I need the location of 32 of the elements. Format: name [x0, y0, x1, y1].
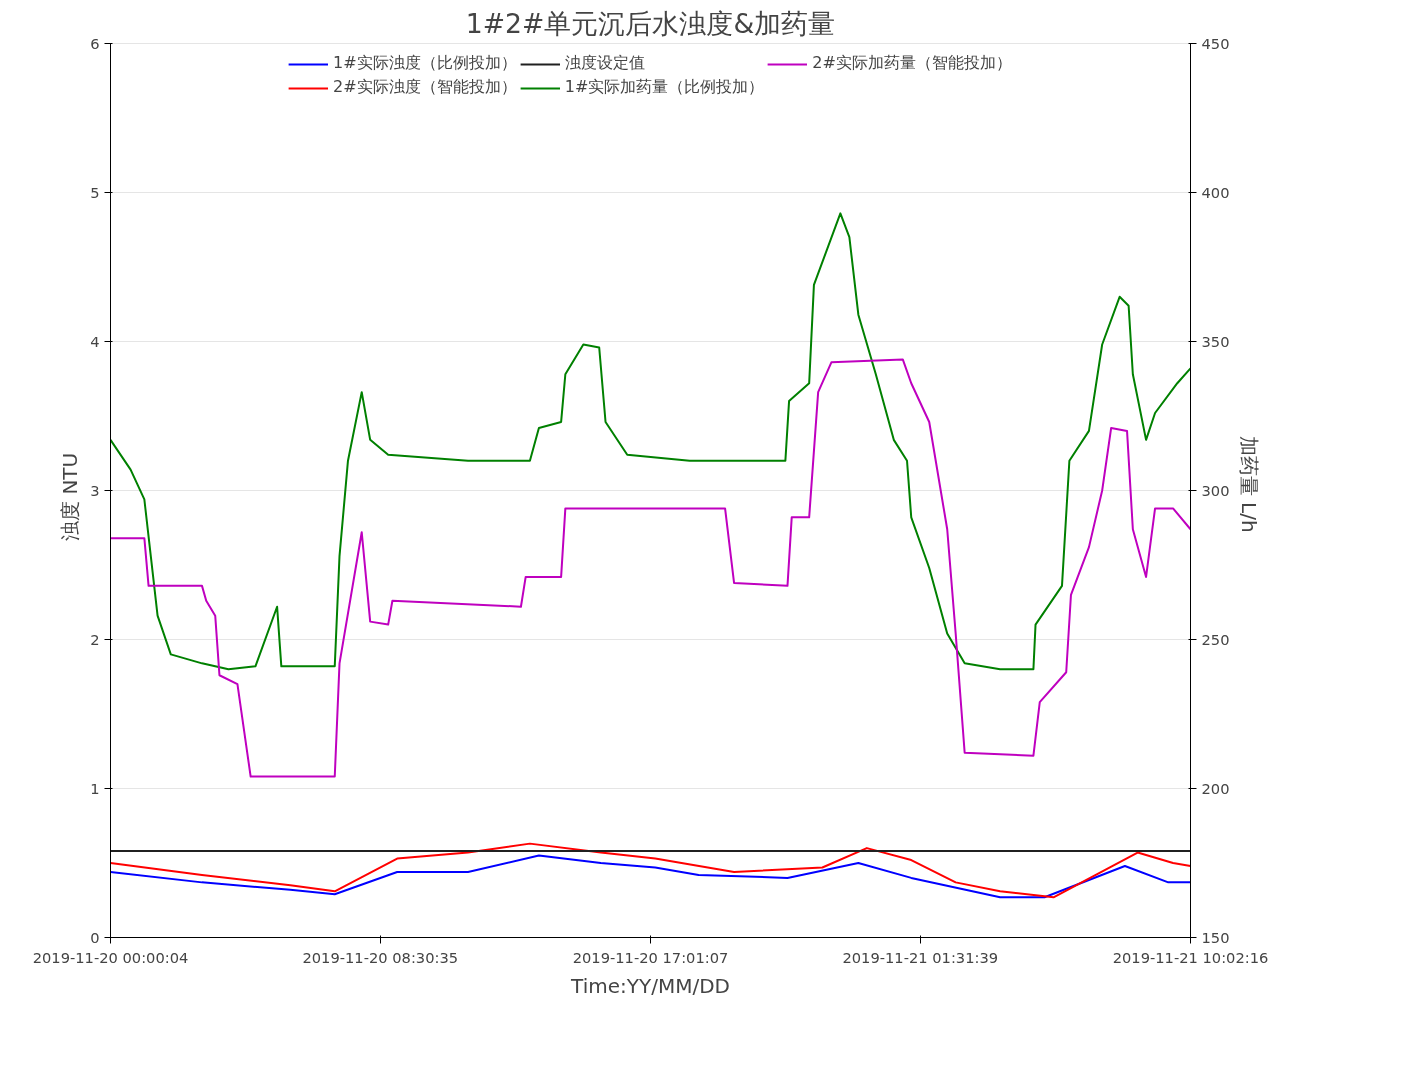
y2-tick-label: 250: [1201, 630, 1230, 648]
y2-tick-label: 200: [1201, 779, 1230, 797]
y-tick-label: 2: [90, 630, 100, 648]
y-tick-label: 5: [90, 183, 100, 201]
y-tick-label: 4: [90, 332, 100, 350]
x-tick-label: 2019-11-20 17:01:07: [572, 948, 729, 966]
y2-tick-label: 150: [1201, 928, 1230, 946]
legend-label: 浊度设定值: [564, 53, 645, 74]
x-axis-title: Time:YY/MM/DD: [570, 973, 730, 998]
legend-label: 2#实际浊度（智能投加）: [333, 77, 517, 98]
line-series: [110, 212, 1191, 671]
legend-label: 1#实际浊度（比例投加）: [333, 53, 517, 74]
y-tick-label: 3: [90, 481, 100, 499]
legend-label: 2#实际加药量（智能投加）: [812, 53, 1012, 74]
line-series: [110, 358, 1191, 778]
y-tick-label: 1: [90, 779, 100, 797]
line-series: [110, 854, 1191, 899]
y2-tick-label: 350: [1201, 332, 1230, 350]
y2-tick-label: 300: [1201, 481, 1230, 499]
y2-tick-label: 450: [1201, 34, 1230, 52]
y-axis-title: 浊度 NTU: [58, 452, 83, 541]
y-tick-label: 0: [90, 928, 100, 946]
chart-title: 1#2#单元沉后水浊度&加药量: [465, 7, 836, 39]
x-tick-label: 2019-11-20 00:00:04: [32, 948, 189, 966]
x-tick-label: 2019-11-21 01:31:39: [842, 948, 999, 966]
y-tick-label: 6: [90, 34, 100, 52]
line-series: [110, 842, 1191, 899]
x-tick-label: 2019-11-20 08:30:35: [302, 948, 459, 966]
x-tick-label: 2019-11-21 10:02:16: [1112, 948, 1269, 966]
legend-label: 1#实际加药量（比例投加）: [564, 77, 765, 98]
y2-tick-label: 400: [1201, 183, 1230, 201]
y2-axis-title: 加药量 L/h: [1237, 435, 1262, 533]
